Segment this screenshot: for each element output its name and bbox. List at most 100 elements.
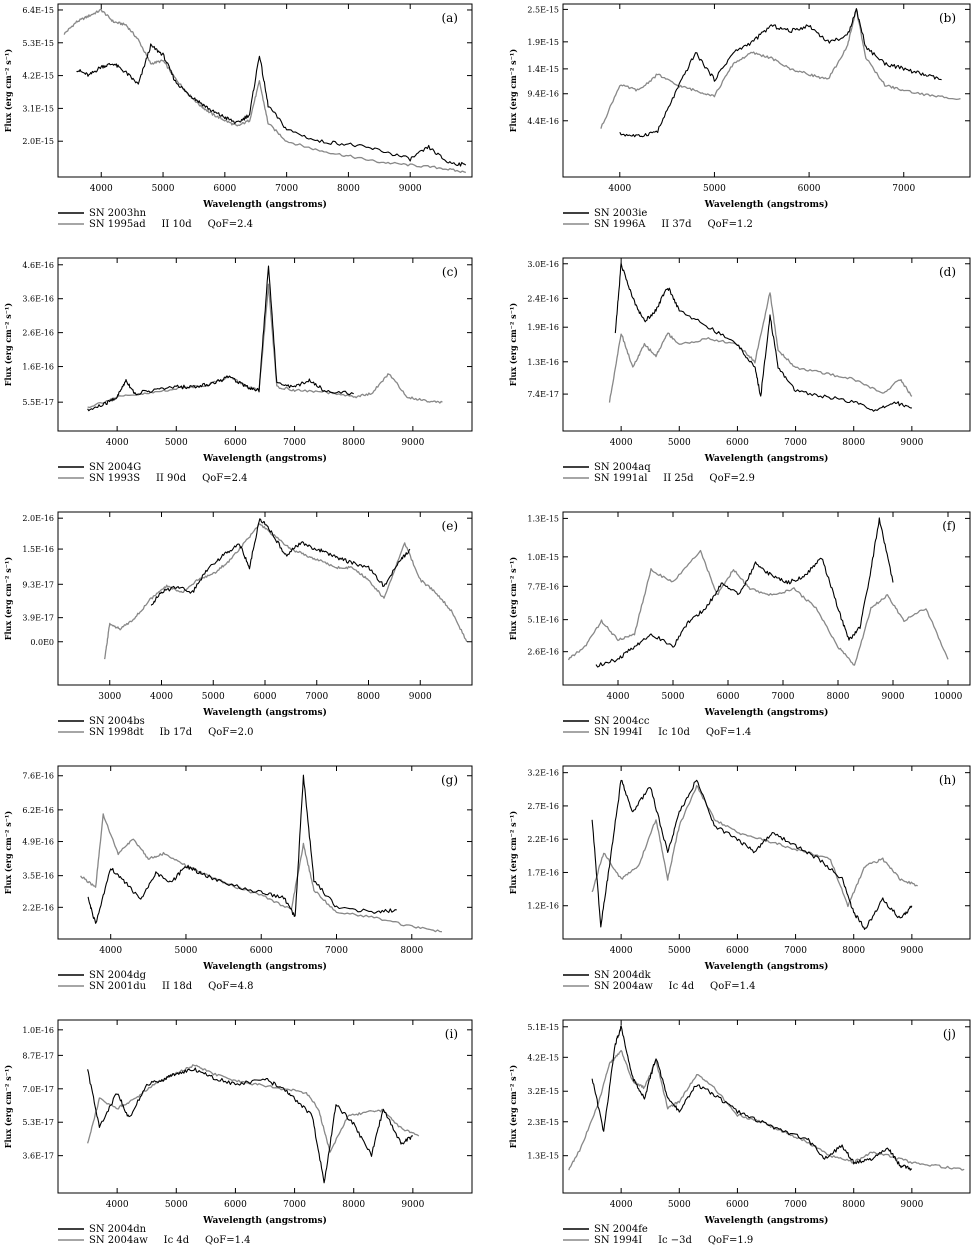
x-tick-label: 5000 (662, 692, 685, 702)
y-tick-label: 7.0E-17 (22, 1085, 54, 1094)
x-tick-label: 5000 (165, 438, 188, 448)
y-tick-label: 1.6E-16 (22, 363, 54, 372)
x-tick-label: 7000 (325, 946, 348, 956)
y-axis-title: Flux (erg cm⁻² s⁻¹) (3, 811, 13, 895)
x-tick-label: 9000 (399, 184, 422, 194)
x-tick-label: 7000 (784, 946, 807, 956)
x-tick-label: 9000 (409, 692, 432, 702)
chart-panel-a: 4000 5000 6000 7000 8000 9000 6.4E-15 5.3E-15 4.… (3, 3, 473, 230)
y-tick-label: 0.0E0 (30, 638, 54, 647)
x-tick-label: 6000 (717, 692, 740, 702)
x-tick-label: 6000 (224, 438, 247, 448)
x-tick-label: 6000 (254, 692, 277, 702)
plot-frame (562, 1019, 971, 1194)
x-tick-label: 8000 (342, 1200, 365, 1210)
y-tick-label: 2.0E-16 (22, 514, 54, 523)
y-tick-label: 4.2E-15 (22, 72, 54, 81)
y-tick-label: 4.6E-16 (22, 261, 54, 270)
spectrum-line-observed (87, 265, 354, 412)
x-tick-label: 8000 (337, 184, 360, 194)
spectrum-line-observed (87, 774, 397, 924)
y-tick-label: 1.4E-15 (527, 65, 559, 74)
legend-entry-template: SN 1998dt Ib 17d QoF=2.0 (89, 727, 254, 738)
y-tick-label: 4.9E-16 (22, 838, 54, 847)
y-tick-label: 2.3E-15 (527, 1118, 559, 1127)
y-tick-label: 1.9E-15 (527, 38, 559, 47)
legend-entry-template: SN 2004aw Ic 4d QoF=1.4 (89, 1235, 250, 1246)
x-tick-label: 3000 (98, 692, 121, 702)
spectrum-line-observed (595, 517, 894, 668)
x-tick-label: 4000 (90, 184, 113, 194)
y-tick-label: 5.1E-16 (527, 616, 559, 625)
x-axis-title: Wavelength (angstroms) (202, 1215, 327, 1226)
y-tick-label: 3.2E-16 (527, 769, 559, 778)
legend-entry-template: SN 1993S II 90d QoF=2.4 (89, 473, 248, 484)
x-tick-label: 5000 (152, 184, 175, 194)
y-axis-title: Flux (erg cm⁻² s⁻¹) (3, 1065, 13, 1149)
x-tick-label: 9000 (882, 692, 905, 702)
y-tick-label: 3.0E-16 (527, 260, 559, 269)
legend-entry-template: SN 1994I Ic 10d QoF=1.4 (594, 727, 751, 738)
legend-entry-observed: SN 2004bs (89, 716, 145, 727)
plot-frame (562, 511, 971, 686)
y-tick-label: 1.9E-16 (527, 323, 559, 332)
x-tick-label: 4000 (106, 1200, 129, 1210)
y-tick-label: 4.2E-15 (527, 1053, 559, 1062)
panel-label: (g) (441, 773, 458, 787)
y-tick-label: 4.4E-16 (527, 117, 559, 126)
panel-label: (j) (943, 1027, 956, 1041)
panel-label: (h) (939, 773, 956, 787)
plot-frame (57, 1019, 473, 1194)
x-tick-label: 4000 (150, 692, 173, 702)
y-axis-title: Flux (erg cm⁻² s⁻¹) (3, 49, 13, 133)
x-tick-label: 9000 (900, 1200, 923, 1210)
legend-entry-observed: SN 2003ie (594, 208, 647, 219)
y-axis-title: Flux (erg cm⁻² s⁻¹) (508, 49, 518, 133)
y-tick-label: 9.3E-17 (22, 580, 54, 589)
y-tick-label: 3.9E-17 (22, 614, 54, 623)
x-tick-label: 4000 (610, 946, 633, 956)
x-tick-label: 7000 (784, 438, 807, 448)
y-tick-label: 2.7E-16 (527, 802, 559, 811)
x-axis-title: Wavelength (angstroms) (704, 707, 829, 718)
panel-label: (d) (939, 265, 956, 279)
legend-entry-observed: SN 2004cc (594, 716, 650, 727)
y-tick-label: 1.3E-15 (527, 514, 559, 523)
y-axis-title: Flux (erg cm⁻² s⁻¹) (508, 811, 518, 895)
legend-entry-observed: SN 2004aq (594, 462, 651, 473)
y-tick-label: 9.4E-16 (527, 90, 559, 99)
y-tick-label: 3.5E-16 (22, 872, 54, 881)
legend-entry-template: SN 2001du II 18d QoF=4.8 (89, 981, 254, 992)
x-tick-label: 4000 (610, 1200, 633, 1210)
x-tick-label: 7000 (275, 184, 298, 194)
x-tick-label: 5000 (668, 438, 691, 448)
y-tick-label: 6.2E-16 (22, 806, 54, 815)
x-tick-label: 5000 (668, 946, 691, 956)
y-tick-label: 3.2E-15 (527, 1087, 559, 1096)
x-tick-label: 8000 (400, 946, 423, 956)
x-tick-label: 8000 (342, 438, 365, 448)
x-tick-label: 6000 (726, 438, 749, 448)
y-tick-label: 8.7E-17 (22, 1051, 54, 1060)
panel-label: (a) (441, 11, 458, 25)
x-tick-label: 8000 (827, 692, 850, 702)
x-axis-title: Wavelength (angstroms) (202, 707, 327, 718)
legend-entry-observed: SN 2004dk (594, 970, 652, 981)
plot-frame (57, 511, 473, 686)
spectrum-line-template (567, 549, 949, 666)
x-tick-label: 8000 (842, 438, 865, 448)
x-tick-label: 9000 (401, 1200, 424, 1210)
y-tick-label: 5.3E-17 (22, 1118, 54, 1127)
x-tick-label: 8000 (842, 946, 865, 956)
plot-frame (562, 3, 971, 178)
y-tick-label: 1.3E-16 (527, 358, 559, 367)
x-tick-label: 6000 (224, 1200, 247, 1210)
chart-panel-c: 4000 5000 6000 7000 8000 9000 4.6E-16 3.6E-16 2.… (3, 257, 473, 484)
y-tick-label: 2.6E-16 (527, 648, 559, 657)
x-tick-label: 8000 (357, 692, 380, 702)
y-tick-label: 3.6E-16 (22, 295, 54, 304)
panel-label: (b) (939, 11, 956, 25)
x-tick-label: 10000 (934, 692, 963, 702)
x-tick-label: 6000 (250, 946, 273, 956)
